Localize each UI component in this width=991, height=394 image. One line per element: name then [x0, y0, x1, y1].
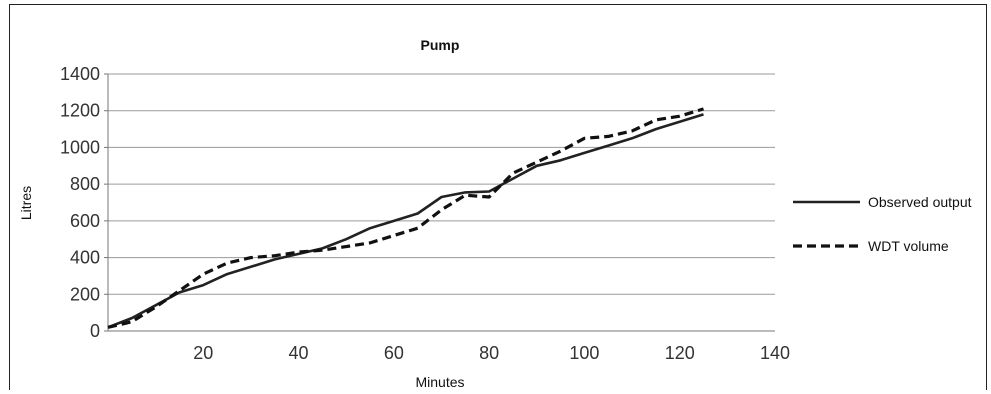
x-tick-label-20: 20 [193, 343, 213, 363]
y-tick-label-1000: 1000 [60, 137, 100, 157]
y-tick-label-1400: 1400 [60, 64, 100, 84]
x-tick-label-140: 140 [760, 343, 790, 363]
x-tick-label-80: 80 [479, 343, 499, 363]
series-line-1 [107, 107, 704, 329]
y-tick-label-1200: 1200 [60, 101, 100, 121]
series-line-0 [107, 113, 704, 329]
chart-title: Pump [421, 37, 460, 53]
chart-frame [9, 4, 987, 390]
y-axis-label: Litres [18, 186, 34, 220]
y-tick-label-800: 800 [70, 174, 100, 194]
x-tick-label-120: 120 [665, 343, 695, 363]
legend-label-1: WDT volume [868, 238, 949, 254]
gridlines [108, 73, 775, 295]
tick-labels: 0 200 400 600 800 1000 1200 1400 20 40 60 80 100 120 1… [60, 64, 790, 363]
y-tick-label-0: 0 [90, 321, 100, 341]
axes [107, 74, 775, 332]
x-axis-label: Minutes [415, 374, 464, 390]
y-tick-label-400: 400 [70, 248, 100, 268]
series-lines [107, 107, 704, 329]
legend-label-0: Observed output [868, 194, 972, 210]
x-tick-label-100: 100 [569, 343, 599, 363]
y-tick-label-200: 200 [70, 284, 100, 304]
y-tick-label-600: 600 [70, 211, 100, 231]
x-tick-label-60: 60 [384, 343, 404, 363]
legend: Observed output WDT volume [793, 194, 972, 254]
x-tick-label-40: 40 [289, 343, 309, 363]
